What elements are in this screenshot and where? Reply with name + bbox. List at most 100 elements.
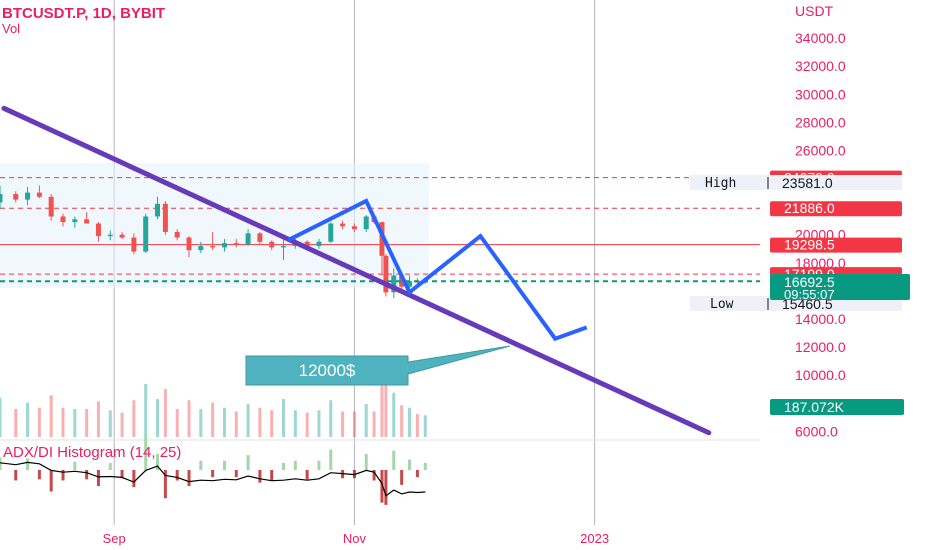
candle-body-23 — [269, 241, 275, 248]
volume-bar-31 — [364, 404, 368, 437]
volume-bar-34 — [384, 381, 388, 437]
histo-bar-21 — [246, 455, 250, 470]
histo-bar-26 — [305, 470, 309, 480]
histo-bar-22 — [258, 470, 262, 483]
histo-bar-37 — [408, 459, 412, 470]
histo-bar-1 — [14, 470, 18, 481]
candle-body-35 — [391, 275, 397, 293]
volume-bar-17 — [199, 409, 203, 437]
histo-bar-20 — [234, 470, 238, 478]
candle-body-31 — [363, 216, 369, 230]
histo-bar-2 — [26, 458, 30, 470]
histo-bar-32 — [372, 470, 376, 481]
volume-bar-14 — [163, 389, 167, 437]
volume-label: Vol — [2, 21, 20, 36]
trendline — [1, 105, 712, 436]
volume-bar-6 — [73, 409, 77, 437]
indicator-panel: ADX/DI Histogram (14, 25) — [0, 436, 760, 505]
candle-body-34 — [383, 255, 389, 293]
high-value: 23581.0 — [782, 175, 833, 191]
y-tick-28000: 28000.0 — [795, 114, 846, 130]
high-box — [690, 175, 902, 190]
histo-bar-15 — [175, 470, 179, 481]
candle-body-7 — [84, 219, 90, 224]
candlesticks — [0, 185, 428, 298]
candle-body-20 — [233, 243, 239, 245]
y-tick-26000: 26000.0 — [795, 142, 846, 158]
volume-bar-38 — [415, 414, 419, 437]
volume-bar-25 — [293, 410, 297, 437]
histo-bar-5 — [61, 470, 65, 481]
adx-line — [0, 461, 426, 497]
candle-body-18 — [210, 245, 216, 248]
level-badge-21886.0 — [770, 201, 902, 217]
target-callout: 12000$ — [245, 345, 511, 386]
volume-bar-26 — [305, 412, 309, 437]
high-marker: High 23581.0 — [690, 175, 902, 191]
volume-bar-30 — [352, 411, 356, 437]
volume-bar-15 — [175, 409, 179, 437]
volume-bars — [0, 371, 427, 437]
volume-bar-8 — [96, 401, 100, 437]
time-axis: Sep Nov 2023 — [103, 531, 609, 546]
volume-bar-9 — [108, 410, 112, 437]
candle-body-0 — [0, 194, 3, 203]
candle-body-12 — [143, 216, 149, 252]
histo-bar-19 — [222, 460, 226, 470]
candle-body-5 — [60, 216, 66, 223]
current-price-box — [770, 274, 910, 300]
candle-body-2 — [25, 192, 31, 200]
y-tick-32000: 32000.0 — [795, 58, 846, 74]
candle-body-28 — [328, 223, 334, 242]
x-tick-nov: Nov — [343, 531, 367, 546]
histo-bar-33 — [380, 470, 384, 503]
current-price-value: 16692.5 — [784, 274, 835, 290]
volume-bar-27 — [317, 410, 321, 437]
y-tick-14000: 14000.0 — [795, 311, 846, 327]
candle-body-29 — [340, 223, 346, 227]
candle-body-8 — [95, 223, 101, 237]
bar-countdown: 09:55:07 — [784, 287, 835, 302]
candle-body-4 — [48, 196, 54, 217]
volume-bar-33 — [380, 371, 384, 437]
volume-bar-32 — [372, 411, 376, 437]
candle-body-37 — [407, 281, 413, 287]
candle-body-14 — [162, 203, 168, 232]
histo-bar-3 — [37, 470, 41, 480]
y-tick-10000: 10000.0 — [795, 367, 846, 383]
y-tick-30000: 30000.0 — [795, 86, 846, 102]
adx-histogram — [0, 436, 427, 505]
volume-box — [770, 399, 904, 415]
current-price-badge: 16692.5 09:55:07 — [770, 274, 910, 302]
volume-bar-24 — [282, 399, 286, 437]
volume-bar-12 — [144, 384, 148, 437]
candle-body-22 — [257, 233, 263, 242]
y-tick-6000: 6000.0 — [795, 423, 838, 439]
histo-bar-34 — [384, 470, 388, 505]
y-tick-18000: 18000.0 — [795, 255, 846, 271]
histo-bar-9 — [108, 462, 112, 470]
forecast-path — [286, 198, 588, 342]
histo-bar-25 — [293, 460, 297, 470]
volume-bar-29 — [341, 411, 345, 437]
volume-bar-0 — [0, 397, 2, 437]
volume-bar-13 — [156, 399, 160, 437]
volume-bar-19 — [222, 407, 226, 437]
x-tick-sep: Sep — [103, 531, 126, 546]
volume-bar-10 — [120, 412, 124, 437]
high-label: High — [705, 176, 736, 191]
x-tick-2023: 2023 — [580, 531, 609, 546]
histo-bar-17 — [199, 460, 203, 470]
indicator-label: ADX/DI Histogram (14, 25) — [3, 444, 181, 461]
histo-bar-16 — [187, 470, 191, 486]
volume-bar-36 — [400, 405, 404, 437]
histo-bar-0 — [0, 457, 2, 470]
candle-body-33 — [379, 222, 385, 256]
histo-bar-18 — [211, 470, 215, 478]
histo-bar-10 — [120, 470, 124, 479]
volume-bar-28 — [329, 400, 333, 437]
volume-bar-4 — [49, 395, 53, 437]
volume-bar-16 — [187, 400, 191, 437]
range-box-fill — [0, 163, 430, 289]
volume-value: 187.072K — [784, 399, 845, 415]
